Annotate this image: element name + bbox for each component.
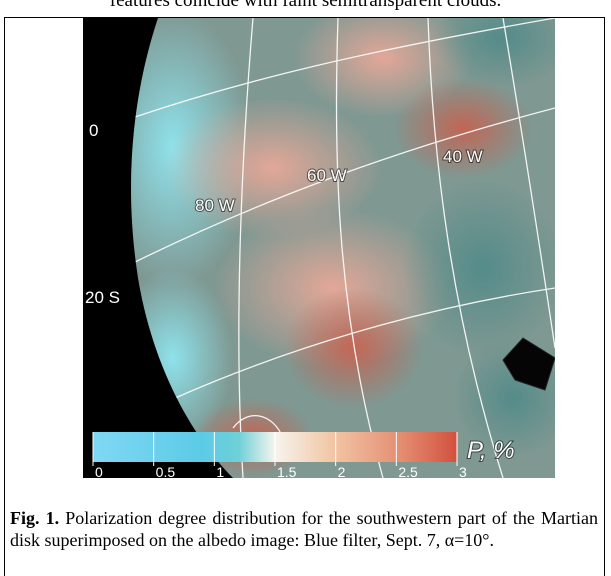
colorbar-tick-label: 3 — [459, 464, 467, 478]
caption-text: Polarization degree distribution for the… — [10, 508, 598, 550]
header-text: features coincide with faint semitranspa… — [0, 0, 611, 12]
figure-image: 0 60 W 40 W 80 W 20 S 0 0.5 1 1.5 2 2.5 3P, % — [83, 18, 555, 478]
colorbar-tick-label: 0.5 — [156, 464, 176, 478]
colorbar-tick-label: 2 — [338, 464, 346, 478]
colorbar-tick-label: 1.5 — [277, 464, 297, 478]
grid-label: 80 W — [195, 196, 235, 215]
colorbar-label: P, % — [467, 437, 515, 464]
page: features coincide with faint semitranspa… — [0, 0, 611, 576]
grid-label: 20 S — [85, 288, 120, 307]
grid-label: 40 W — [443, 147, 483, 166]
colorbar-tick-label: 1 — [216, 464, 224, 478]
colorbar-tick-label: 0 — [95, 464, 103, 478]
grid-label: 0 — [89, 121, 98, 140]
caption-label: Fig. 1. — [10, 508, 59, 528]
grid-label: 60 W — [307, 166, 347, 185]
colorbar-tick-label: 2.5 — [398, 464, 418, 478]
caption: Fig. 1. Polarization degree distribution… — [10, 507, 598, 551]
